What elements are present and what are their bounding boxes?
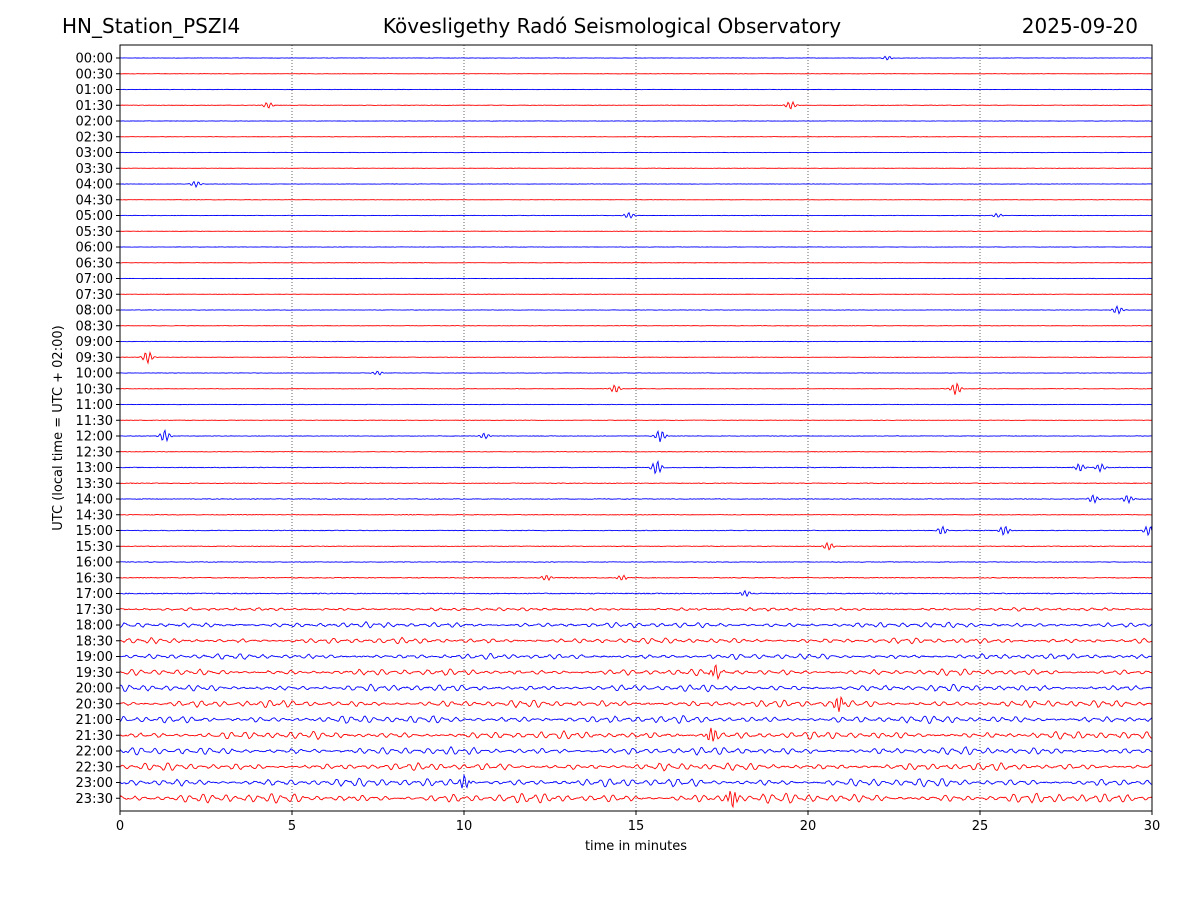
row-label: 08:00 xyxy=(76,304,113,319)
row-label: 21:00 xyxy=(76,713,113,728)
trace-1730 xyxy=(119,606,1153,612)
row-label: 01:00 xyxy=(76,83,113,98)
trace-2000 xyxy=(119,683,1153,693)
trace-1430 xyxy=(119,513,1153,516)
trace-2030 xyxy=(119,695,1153,712)
trace-1300 xyxy=(119,459,1153,475)
row-label: 18:30 xyxy=(76,634,113,649)
station-name: HN_Station_PSZI4 xyxy=(62,14,241,38)
row-label: 16:30 xyxy=(76,571,113,586)
row-label: 19:00 xyxy=(76,650,113,665)
row-label: 17:30 xyxy=(76,603,113,618)
row-label: 18:00 xyxy=(76,619,113,634)
trace-1800 xyxy=(119,621,1153,629)
trace-1830 xyxy=(119,636,1153,645)
chart-title: Kövesligethy Radó Seismological Observat… xyxy=(382,14,842,38)
row-label: 22:30 xyxy=(76,760,113,775)
row-label: 12:30 xyxy=(76,445,113,460)
row-label: 05:00 xyxy=(76,209,113,224)
row-label: 06:00 xyxy=(76,241,113,256)
trace-0930 xyxy=(119,350,1153,365)
row-label: 19:30 xyxy=(76,666,113,681)
row-label: 00:30 xyxy=(76,67,113,82)
row-time-labels: 00:0000:3001:0001:3002:0002:3003:0003:30… xyxy=(76,52,120,807)
seismic-traces xyxy=(119,55,1153,809)
row-label: 11:00 xyxy=(76,398,113,413)
x-tick-label: 30 xyxy=(1144,819,1161,834)
row-label: 02:30 xyxy=(76,130,113,145)
row-label: 03:30 xyxy=(76,162,113,177)
x-axis-label: time in minutes xyxy=(585,839,687,854)
trace-0130 xyxy=(119,100,1152,110)
row-label: 22:00 xyxy=(76,745,113,760)
row-label: 16:00 xyxy=(76,556,113,571)
row-label: 04:00 xyxy=(76,178,113,193)
row-label: 11:30 xyxy=(76,414,113,429)
trace-1600 xyxy=(119,561,1153,563)
trace-0000 xyxy=(119,55,1153,61)
row-label: 09:00 xyxy=(76,335,113,350)
row-label: 14:00 xyxy=(76,493,113,508)
row-label: 03:00 xyxy=(76,146,113,161)
trace-1530 xyxy=(119,541,1153,551)
trace-2300 xyxy=(119,773,1153,789)
trace-1030 xyxy=(120,382,1153,395)
x-tick-label: 0 xyxy=(116,819,124,834)
row-label: 23:00 xyxy=(76,776,113,791)
trace-2230 xyxy=(119,762,1153,772)
row-label: 13:30 xyxy=(76,477,113,492)
row-label: 07:00 xyxy=(76,272,113,287)
trace-2330 xyxy=(119,790,1153,809)
trace-1200 xyxy=(119,428,1153,443)
chart-date: 2025-09-20 xyxy=(1021,14,1138,38)
row-label: 12:00 xyxy=(76,430,113,445)
x-tick-label: 5 xyxy=(288,819,296,834)
x-axis-ticks: 0 5 10 15 20 25 30 xyxy=(116,811,1160,834)
row-label: 17:00 xyxy=(76,587,113,602)
trace-1700 xyxy=(119,589,1153,598)
row-label: 08:30 xyxy=(76,319,113,334)
trace-1500 xyxy=(119,525,1153,537)
x-tick-label: 15 xyxy=(628,819,645,834)
trace-1330 xyxy=(119,482,1153,485)
row-label: 21:30 xyxy=(76,729,113,744)
x-tick-label: 25 xyxy=(972,819,989,834)
row-label: 01:30 xyxy=(76,99,113,114)
row-label: 14:30 xyxy=(76,508,113,523)
x-tick-label: 20 xyxy=(800,819,817,834)
row-label: 00:00 xyxy=(76,52,113,67)
trace-2200 xyxy=(119,746,1153,756)
row-label: 02:00 xyxy=(76,115,113,130)
trace-2130 xyxy=(119,727,1153,742)
plot-background xyxy=(120,45,1152,811)
x-tick-label: 10 xyxy=(456,819,473,834)
row-label: 09:30 xyxy=(76,351,113,366)
trace-1630 xyxy=(119,574,1153,582)
row-label: 20:30 xyxy=(76,697,113,712)
trace-1900 xyxy=(119,652,1153,661)
row-label: 13:00 xyxy=(76,461,113,476)
row-label: 07:30 xyxy=(76,288,113,303)
row-label: 04:30 xyxy=(76,193,113,208)
row-label: 06:30 xyxy=(76,256,113,271)
trace-0400 xyxy=(119,180,1153,189)
trace-0500 xyxy=(119,211,1153,219)
trace-1000 xyxy=(119,370,1153,376)
row-label: 15:30 xyxy=(76,540,113,555)
row-label: 20:00 xyxy=(76,682,113,697)
row-label: 05:30 xyxy=(76,225,113,240)
row-label: 23:30 xyxy=(76,792,113,807)
row-label: 10:00 xyxy=(76,367,113,382)
trace-0800 xyxy=(119,305,1152,315)
trace-2100 xyxy=(119,714,1153,725)
row-label: 15:00 xyxy=(76,524,113,539)
row-label: 10:30 xyxy=(76,382,113,397)
trace-1930 xyxy=(119,664,1153,681)
y-axis-label: UTC (local time = UTC + 02:00) xyxy=(51,325,66,530)
trace-1400 xyxy=(119,494,1153,505)
